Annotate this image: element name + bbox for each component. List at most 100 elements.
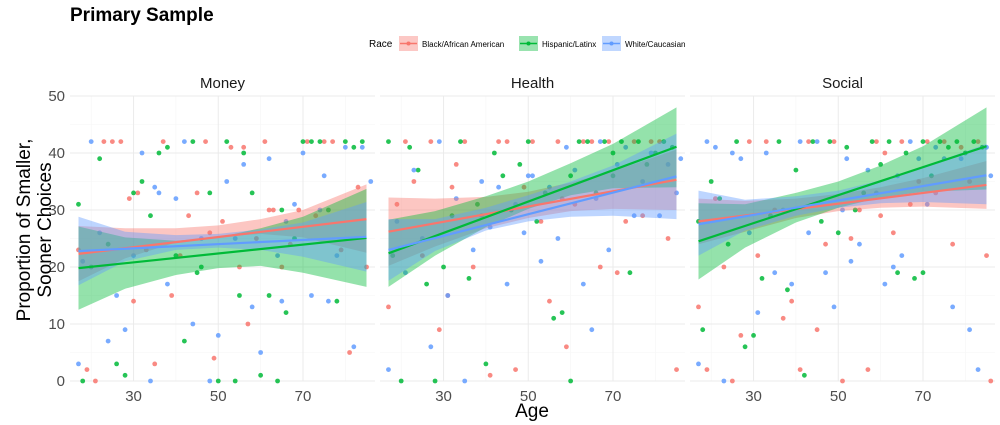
data-point	[338, 247, 344, 253]
data-point	[941, 139, 947, 145]
data-point	[665, 236, 671, 241]
facet-label: Money	[200, 75, 246, 92]
y-tick-label: 30	[48, 202, 65, 219]
y-axis-title-line: Sooner Choices	[35, 162, 56, 297]
data-point	[203, 139, 208, 145]
data-point	[640, 213, 646, 219]
data-point	[80, 258, 86, 264]
data-point	[814, 327, 820, 333]
data-point	[759, 276, 765, 281]
data-point	[470, 247, 476, 253]
data-point	[563, 344, 569, 350]
data-point	[359, 144, 365, 150]
data-point	[572, 167, 578, 173]
data-point	[411, 167, 417, 173]
data-point	[704, 139, 710, 145]
data-point	[920, 139, 926, 145]
data-point	[610, 150, 616, 156]
data-point	[237, 293, 242, 298]
data-point	[181, 338, 187, 344]
data-point	[334, 253, 340, 258]
data-point	[504, 139, 510, 145]
data-point	[279, 264, 285, 270]
data-point	[483, 361, 489, 367]
data-point	[131, 253, 136, 258]
data-point	[907, 139, 913, 145]
data-point	[738, 156, 744, 162]
data-point	[241, 144, 247, 150]
x-tick-label: 70	[295, 388, 312, 405]
data-point	[929, 173, 934, 179]
data-point	[237, 264, 242, 270]
legend-label: Hispanic/Latinx	[542, 40, 596, 49]
data-point	[279, 298, 285, 304]
fit-line	[698, 145, 987, 243]
data-point	[351, 344, 357, 350]
x-tick-label: 30	[745, 388, 762, 405]
y-tick-label: 20	[48, 259, 65, 276]
data-point	[559, 310, 565, 315]
legend-key-point	[526, 41, 531, 46]
data-point	[394, 201, 400, 207]
data-point	[326, 207, 331, 213]
data-point	[580, 281, 586, 287]
data-point	[547, 298, 552, 304]
data-point	[118, 139, 124, 145]
x-tick-label: 50	[520, 388, 537, 405]
data-point	[76, 201, 81, 207]
data-point	[445, 293, 451, 298]
data-point	[755, 253, 761, 258]
data-point	[857, 241, 862, 247]
data-point	[407, 144, 413, 150]
legend-key-point	[406, 41, 411, 46]
data-point	[270, 207, 276, 213]
y-axis-title-text: Proportion of Smaller,Sooner Choices	[14, 139, 56, 322]
data-point	[674, 367, 679, 372]
data-point	[190, 321, 196, 327]
x-axis-title: Age	[515, 401, 549, 422]
data-point	[619, 139, 624, 145]
data-point	[190, 139, 196, 145]
data-point	[122, 327, 128, 333]
data-point	[525, 173, 531, 179]
data-point	[793, 167, 799, 173]
data-point	[386, 139, 391, 145]
data-point	[734, 139, 739, 145]
data-point	[763, 150, 769, 156]
data-point	[746, 139, 752, 145]
data-point	[627, 270, 633, 276]
data-point	[721, 264, 727, 270]
data-point	[814, 139, 820, 145]
data-point	[135, 190, 141, 196]
facet-label: Social	[822, 75, 863, 92]
data-point	[831, 139, 837, 145]
data-point	[398, 378, 404, 384]
data-point	[232, 378, 238, 384]
data-point	[530, 173, 535, 179]
data-point	[394, 219, 400, 224]
data-point	[801, 372, 807, 378]
fit-line	[78, 236, 367, 270]
data-point	[563, 144, 569, 150]
data-point	[470, 264, 476, 270]
data-point	[576, 139, 582, 145]
data-point	[160, 139, 166, 145]
data-point	[797, 367, 803, 372]
data-point	[131, 190, 136, 196]
data-point	[589, 327, 595, 333]
data-point	[729, 150, 735, 156]
data-point	[139, 179, 145, 184]
data-point	[165, 281, 170, 287]
data-point	[266, 207, 272, 213]
data-point	[967, 327, 972, 333]
panel-social: Social 30 50 70	[690, 75, 995, 405]
data-point	[428, 139, 434, 145]
data-point	[708, 179, 714, 184]
data-point	[988, 378, 994, 384]
data-point	[521, 184, 527, 190]
y-axis-title: Proportion of Smaller,Sooner Choices	[14, 139, 56, 322]
data-point	[797, 139, 803, 145]
legend: Race Black/African American Hispanic/Latin…	[369, 36, 685, 51]
data-point	[169, 293, 175, 298]
data-point	[186, 213, 192, 219]
